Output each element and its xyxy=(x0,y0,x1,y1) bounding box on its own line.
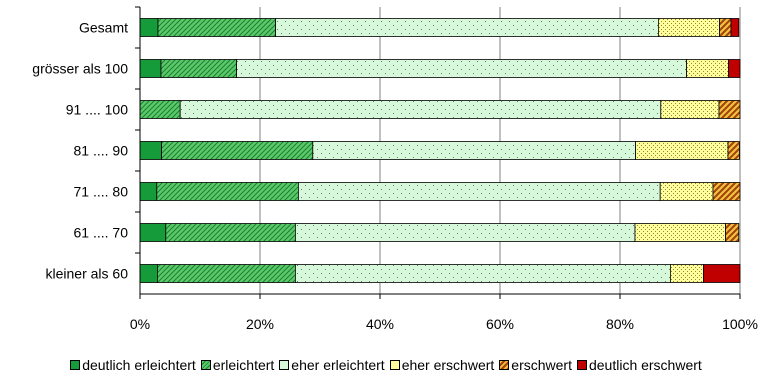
bar-segment xyxy=(718,100,741,119)
bar-segment xyxy=(236,59,688,78)
bar-segment xyxy=(139,223,167,242)
bar-segment xyxy=(712,182,741,201)
x-tick-label: 100% xyxy=(722,316,758,332)
category-label: 91 .... 100 xyxy=(66,102,128,118)
category-label: 71 .... 80 xyxy=(74,184,129,200)
x-tick-label: 60% xyxy=(486,316,514,332)
bar-segment xyxy=(139,182,158,201)
bar-segment xyxy=(728,59,741,78)
legend-item: erleichtert xyxy=(200,356,275,374)
bar-segment xyxy=(727,141,740,160)
legend: deutlich erleichtert erleichtert eher erle… xyxy=(0,356,777,374)
bar-segment xyxy=(634,223,726,242)
category-label: grösser als 100 xyxy=(32,61,128,77)
bar-segment xyxy=(157,18,276,37)
bar-segment xyxy=(165,223,296,242)
category-label: kleiner als 60 xyxy=(46,266,129,282)
legend-swatch xyxy=(279,360,290,370)
bar-segment xyxy=(139,18,159,37)
legend-item: deutlich erschwert xyxy=(576,356,702,374)
x-tick-label: 80% xyxy=(606,316,634,332)
axes xyxy=(139,7,740,295)
bar-segment xyxy=(161,141,314,160)
bar-segment xyxy=(719,18,732,37)
bar-segment xyxy=(635,141,729,160)
legend-swatch xyxy=(576,360,587,370)
stacked-bar-chart: Gesamt grösser als 100 91 .... 100 81 .... … xyxy=(32,6,758,332)
x-tick-label: 0% xyxy=(130,316,150,332)
legend-item: erschwert xyxy=(499,356,572,374)
bar-segment xyxy=(312,141,636,160)
legend-swatch xyxy=(70,360,81,370)
legend-swatch xyxy=(499,360,510,370)
bar-segment xyxy=(156,264,296,283)
bar-segment xyxy=(686,59,729,78)
x-axis-tick-labels: 0% 20% 40% 60% 80% 100% xyxy=(130,294,758,332)
category-label: 61 .... 70 xyxy=(74,225,129,241)
legend-label: deutlich erschwert xyxy=(588,357,702,373)
legend-label: deutlich erleichtert xyxy=(82,357,196,373)
bar-segment xyxy=(275,18,659,37)
legend-label: erleichtert xyxy=(212,357,275,373)
bar-segment xyxy=(179,100,662,119)
bar-segment xyxy=(659,182,714,201)
legend-item: eher erleichtert xyxy=(279,356,385,374)
bar-segment xyxy=(294,264,671,283)
bar-segment xyxy=(160,59,237,78)
bar-segment xyxy=(703,264,741,283)
bar-segment xyxy=(139,59,162,78)
bar-segment xyxy=(297,182,661,201)
bar-segment xyxy=(670,264,704,283)
legend-label: erschwert xyxy=(511,357,572,373)
legend-label: eher erschwert xyxy=(401,357,495,373)
legend-item: deutlich erleichtert xyxy=(70,356,196,374)
x-tick-label: 40% xyxy=(366,316,394,332)
bar-segment xyxy=(294,223,636,242)
bar-segment xyxy=(139,264,158,283)
legend-swatch xyxy=(200,360,211,370)
bar-segment xyxy=(658,18,721,37)
bar-segment xyxy=(660,100,720,119)
x-tick-label: 20% xyxy=(246,316,274,332)
category-label: 81 .... 90 xyxy=(74,143,129,159)
bar-segment xyxy=(139,100,181,119)
bars xyxy=(139,18,741,283)
bar-segment xyxy=(156,182,299,201)
legend-label: eher erleichtert xyxy=(291,357,385,373)
legend-item: eher erschwert xyxy=(389,356,495,374)
bar-segment xyxy=(725,223,740,242)
bar-segment xyxy=(730,18,740,37)
category-label: Gesamt xyxy=(79,20,128,36)
bar-segment xyxy=(139,141,163,160)
category-labels: Gesamt grösser als 100 91 .... 100 81 .... … xyxy=(32,6,140,282)
legend-swatch xyxy=(389,360,400,370)
